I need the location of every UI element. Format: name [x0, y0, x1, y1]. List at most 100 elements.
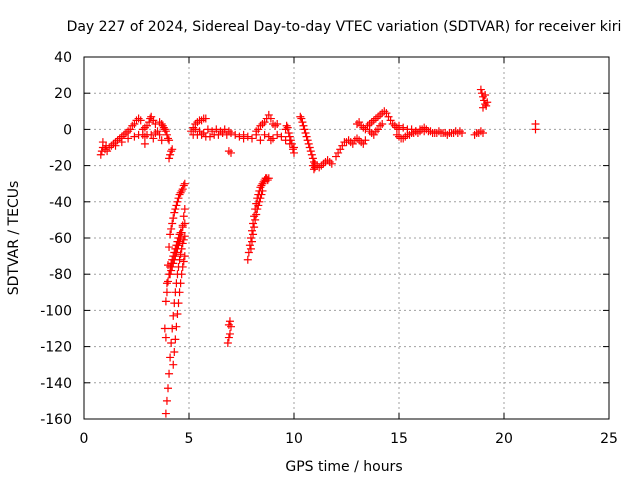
- data-point: [254, 201, 263, 210]
- data-point: [369, 116, 378, 125]
- data-point: [136, 116, 145, 125]
- data-point: [166, 230, 175, 239]
- x-tick-label: 20: [495, 431, 513, 447]
- data-point: [212, 125, 221, 134]
- data-point: [162, 396, 171, 405]
- data-point: [264, 174, 273, 183]
- data-point: [273, 130, 282, 139]
- data-point: [483, 98, 492, 107]
- data-point: [271, 121, 280, 130]
- data-point: [224, 147, 233, 156]
- data-point: [376, 110, 385, 119]
- data-point: [140, 132, 149, 141]
- data-point: [173, 197, 182, 206]
- x-tick-label: 15: [390, 431, 408, 447]
- data-point: [361, 136, 370, 145]
- data-point: [248, 237, 256, 246]
- data-point: [380, 107, 389, 116]
- y-tick-label: -40: [49, 195, 72, 211]
- data-point: [175, 288, 184, 297]
- data-point: [308, 154, 317, 163]
- data-point: [531, 125, 540, 134]
- data-point: [220, 125, 229, 134]
- data-point: [164, 384, 172, 393]
- x-tick-label: 25: [600, 431, 618, 447]
- data-point: [376, 121, 385, 130]
- data-point: [208, 127, 217, 136]
- data-point: [189, 123, 198, 132]
- data-point: [119, 130, 128, 139]
- data-point: [128, 121, 137, 130]
- data-point: [160, 324, 169, 333]
- data-point: [126, 125, 135, 134]
- data-point: [479, 103, 487, 112]
- data-point: [283, 123, 292, 132]
- data-point: [193, 118, 202, 127]
- data-point: [243, 132, 252, 141]
- data-point: [130, 132, 139, 141]
- data-point: [162, 279, 171, 288]
- data-point: [481, 91, 490, 100]
- data-point: [166, 150, 175, 159]
- x-tick-label: 0: [80, 431, 89, 447]
- data-point: [149, 134, 158, 143]
- data-point: [250, 223, 259, 232]
- data-point: [176, 250, 185, 259]
- data-point: [222, 130, 231, 139]
- data-point: [413, 129, 422, 138]
- data-point: [227, 129, 235, 138]
- data-point: [174, 194, 183, 203]
- data-point: [288, 145, 297, 154]
- data-point: [411, 127, 420, 136]
- data-point: [305, 143, 314, 152]
- data-point: [298, 118, 307, 127]
- data-point: [151, 129, 160, 138]
- data-point: [165, 369, 174, 378]
- data-point: [300, 125, 309, 134]
- data-point: [378, 119, 387, 128]
- data-point: [258, 119, 267, 128]
- data-point: [365, 119, 374, 128]
- data-point: [173, 310, 182, 319]
- data-point: [307, 150, 316, 159]
- data-point: [138, 125, 147, 134]
- data-point: [169, 311, 178, 320]
- data-point: [401, 132, 410, 141]
- data-point: [157, 136, 166, 145]
- data-point: [165, 154, 174, 163]
- data-point: [191, 125, 200, 134]
- data-point: [296, 112, 305, 121]
- data-point: [388, 119, 397, 128]
- data-point: [277, 132, 286, 141]
- x-tick-label: 10: [285, 431, 303, 447]
- data-point: [147, 112, 156, 121]
- data-point: [175, 230, 184, 239]
- data-point: [195, 127, 204, 136]
- data-point: [420, 127, 429, 136]
- data-point: [405, 130, 414, 139]
- data-point: [264, 110, 273, 119]
- axis-ticks-layer: 40 20 0 -20 -40 -60 -80 -100 -120 -140 -160 0 5 10 15 2…: [40, 50, 618, 447]
- data-point: [384, 112, 393, 121]
- data-point: [319, 159, 328, 168]
- data-point: [246, 234, 255, 242]
- data-point: [304, 139, 313, 148]
- data-point: [227, 322, 235, 331]
- data-point: [395, 121, 403, 130]
- data-point: [399, 123, 408, 132]
- data-point: [443, 130, 452, 139]
- data-point: [179, 181, 188, 190]
- data-point: [399, 134, 408, 143]
- data-point: [245, 241, 254, 250]
- data-point: [303, 136, 312, 145]
- data-point: [155, 130, 164, 139]
- y-tick-label: 20: [54, 86, 72, 102]
- y-tick-label: 40: [54, 50, 72, 66]
- data-point: [164, 134, 172, 143]
- data-point: [367, 129, 376, 138]
- data-point: [253, 205, 262, 214]
- data-point: [353, 119, 361, 128]
- data-point: [172, 322, 181, 331]
- data-point: [165, 243, 174, 252]
- data-point: [353, 134, 361, 143]
